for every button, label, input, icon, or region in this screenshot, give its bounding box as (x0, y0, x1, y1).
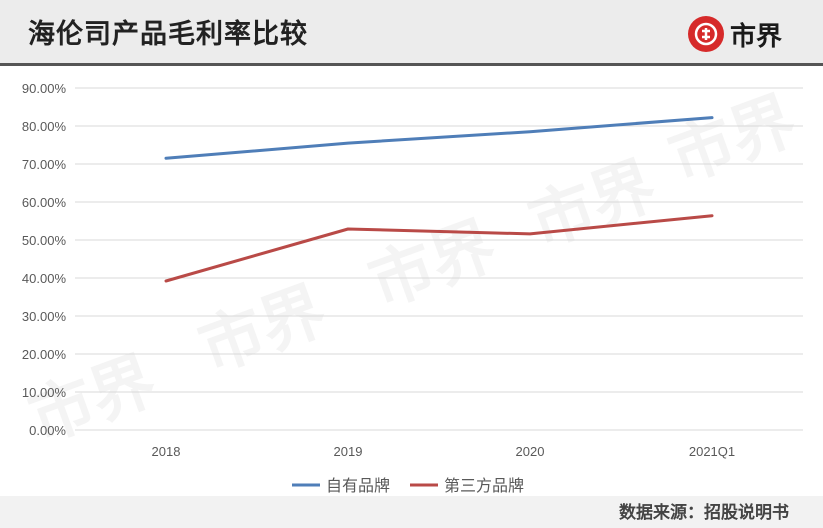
brand-logo: 市界 (688, 14, 782, 54)
watermark-text: 市界 (190, 274, 336, 387)
y-tick-label: 70.00% (22, 157, 67, 172)
series-lines (164, 116, 714, 283)
y-tick-label: 80.00% (22, 119, 67, 134)
y-tick-label: 60.00% (22, 195, 67, 210)
watermark-text: 市界 (360, 209, 506, 322)
watermark-text: 市界 (660, 84, 806, 197)
y-tick-label: 20.00% (22, 347, 67, 362)
y-tick-label: 30.00% (22, 309, 67, 324)
legend-label: 第三方品牌 (444, 476, 524, 495)
y-tick-label: 50.00% (22, 233, 67, 248)
header-bar: 海伦司产品毛利率比较 市界 (0, 0, 823, 64)
watermark-text: 市界 (520, 149, 666, 262)
x-axis-ticks: 2018 2019 2020 2021Q1 (152, 444, 736, 459)
grid-lines (75, 87, 803, 431)
x-tick-label: 2021Q1 (689, 444, 735, 459)
x-tick-label: 2020 (516, 444, 545, 459)
y-tick-label: 90.00% (22, 81, 67, 96)
brand-logo-text: 市界 (730, 21, 783, 52)
y-tick-label: 10.00% (22, 385, 67, 400)
x-tick-label: 2019 (334, 444, 363, 459)
x-tick-label: 2018 (152, 444, 181, 459)
y-tick-label: 0.00% (29, 423, 66, 438)
y-tick-label: 40.00% (22, 271, 67, 286)
chart-legend: 自有品牌 第三方品牌 (292, 476, 524, 495)
y-axis-ticks: 0.00% 10.00% 20.00% 30.00% 40.00% 50.00% 60.00… (22, 81, 67, 438)
series-line-1 (164, 214, 714, 283)
page-title: 海伦司产品毛利率比较 (28, 19, 308, 50)
brand-logo-icon (688, 16, 724, 52)
series-line-0 (164, 116, 714, 160)
legend-label: 自有品牌 (326, 476, 390, 495)
header-divider (0, 63, 823, 66)
data-source-note: 数据来源：招股说明书 (619, 503, 789, 523)
